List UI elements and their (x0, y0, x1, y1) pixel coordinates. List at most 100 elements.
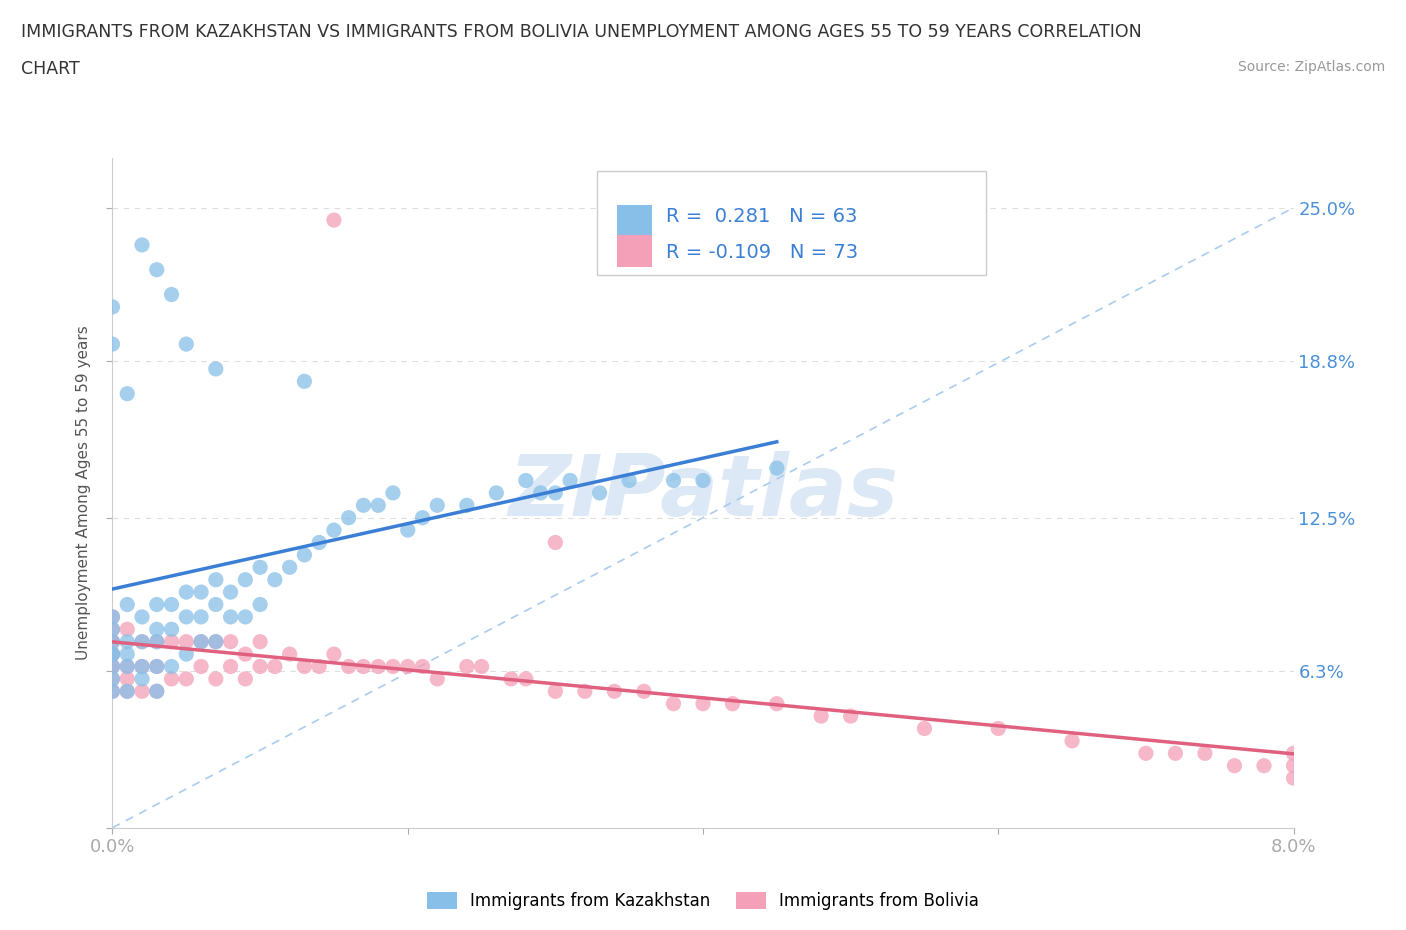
Point (131, 634, 153, 649)
Point (160, 597, 183, 612)
Text: ZIPatlas: ZIPatlas (508, 451, 898, 535)
Point (101, 634, 124, 649)
Point (249, 659, 271, 674)
Point (662, 473, 685, 488)
Point (352, 498, 374, 512)
FancyBboxPatch shape (617, 206, 652, 237)
Text: R =  0.281   N = 63: R = 0.281 N = 63 (666, 207, 858, 226)
Point (456, 659, 478, 674)
Point (205, 597, 228, 612)
Point (117, 597, 138, 612)
Point (131, 634, 153, 649)
Text: IMMIGRANTS FROM KAZAKHSTAN VS IMMIGRANTS FROM BOLIVIA UNEMPLOYMENT AMONG AGES 55: IMMIGRANTS FROM KAZAKHSTAN VS IMMIGRANTS… (21, 23, 1142, 41)
Point (1135, 746, 1157, 761)
Point (426, 671, 449, 686)
Point (117, 671, 138, 686)
Point (456, 498, 478, 512)
Point (101, 646, 124, 661)
Point (160, 671, 183, 686)
Point (205, 572, 228, 587)
Point (174, 585, 197, 600)
Point (544, 485, 567, 500)
Point (692, 697, 714, 711)
Point (619, 473, 641, 488)
Point (146, 659, 169, 674)
FancyBboxPatch shape (617, 234, 652, 267)
Point (117, 386, 138, 401)
Text: R = -0.109   N = 73: R = -0.109 N = 73 (666, 243, 859, 262)
Point (190, 634, 212, 649)
Point (117, 684, 138, 698)
Point (839, 709, 862, 724)
Point (233, 572, 256, 587)
Point (160, 622, 183, 637)
Point (117, 659, 138, 674)
Point (292, 659, 315, 674)
Point (146, 684, 169, 698)
Point (205, 362, 228, 377)
Point (603, 684, 626, 698)
Point (1164, 746, 1187, 761)
Point (131, 237, 153, 252)
Point (101, 646, 124, 661)
Point (174, 671, 197, 686)
Point (160, 287, 183, 302)
Point (810, 709, 832, 724)
FancyBboxPatch shape (596, 171, 987, 275)
Point (190, 659, 212, 674)
Point (219, 585, 242, 600)
Point (765, 460, 787, 475)
Point (1282, 758, 1305, 773)
Point (323, 213, 346, 228)
Point (101, 684, 124, 698)
Point (205, 634, 228, 649)
Point (323, 646, 346, 661)
Point (292, 374, 315, 389)
Point (205, 671, 228, 686)
Point (190, 634, 212, 649)
Point (117, 659, 138, 674)
Point (292, 548, 315, 563)
Point (426, 498, 449, 512)
Point (101, 634, 124, 649)
Point (1282, 746, 1305, 761)
Point (101, 659, 124, 674)
Point (233, 646, 256, 661)
Point (117, 684, 138, 698)
Point (574, 684, 596, 698)
Point (501, 671, 523, 686)
Point (544, 684, 567, 698)
Y-axis label: Unemployment Among Ages 55 to 59 years: Unemployment Among Ages 55 to 59 years (76, 326, 91, 660)
Point (101, 659, 124, 674)
Point (205, 634, 228, 649)
Point (249, 560, 271, 575)
Point (396, 659, 419, 674)
Point (131, 659, 153, 674)
Point (101, 622, 124, 637)
Point (765, 697, 787, 711)
Point (588, 485, 610, 500)
Point (174, 634, 197, 649)
Point (146, 634, 169, 649)
Point (233, 609, 256, 624)
Point (131, 609, 153, 624)
Point (692, 473, 714, 488)
Point (633, 684, 655, 698)
Point (146, 262, 169, 277)
Point (264, 659, 287, 674)
Point (1253, 758, 1275, 773)
Point (174, 337, 197, 352)
Point (117, 646, 138, 661)
Point (233, 671, 256, 686)
Point (308, 535, 330, 550)
Point (249, 597, 271, 612)
Point (264, 572, 287, 587)
Point (101, 684, 124, 698)
Point (101, 609, 124, 624)
Point (146, 622, 169, 637)
Point (101, 671, 124, 686)
Point (101, 299, 124, 314)
Point (101, 671, 124, 686)
Point (471, 659, 494, 674)
Point (1223, 758, 1246, 773)
